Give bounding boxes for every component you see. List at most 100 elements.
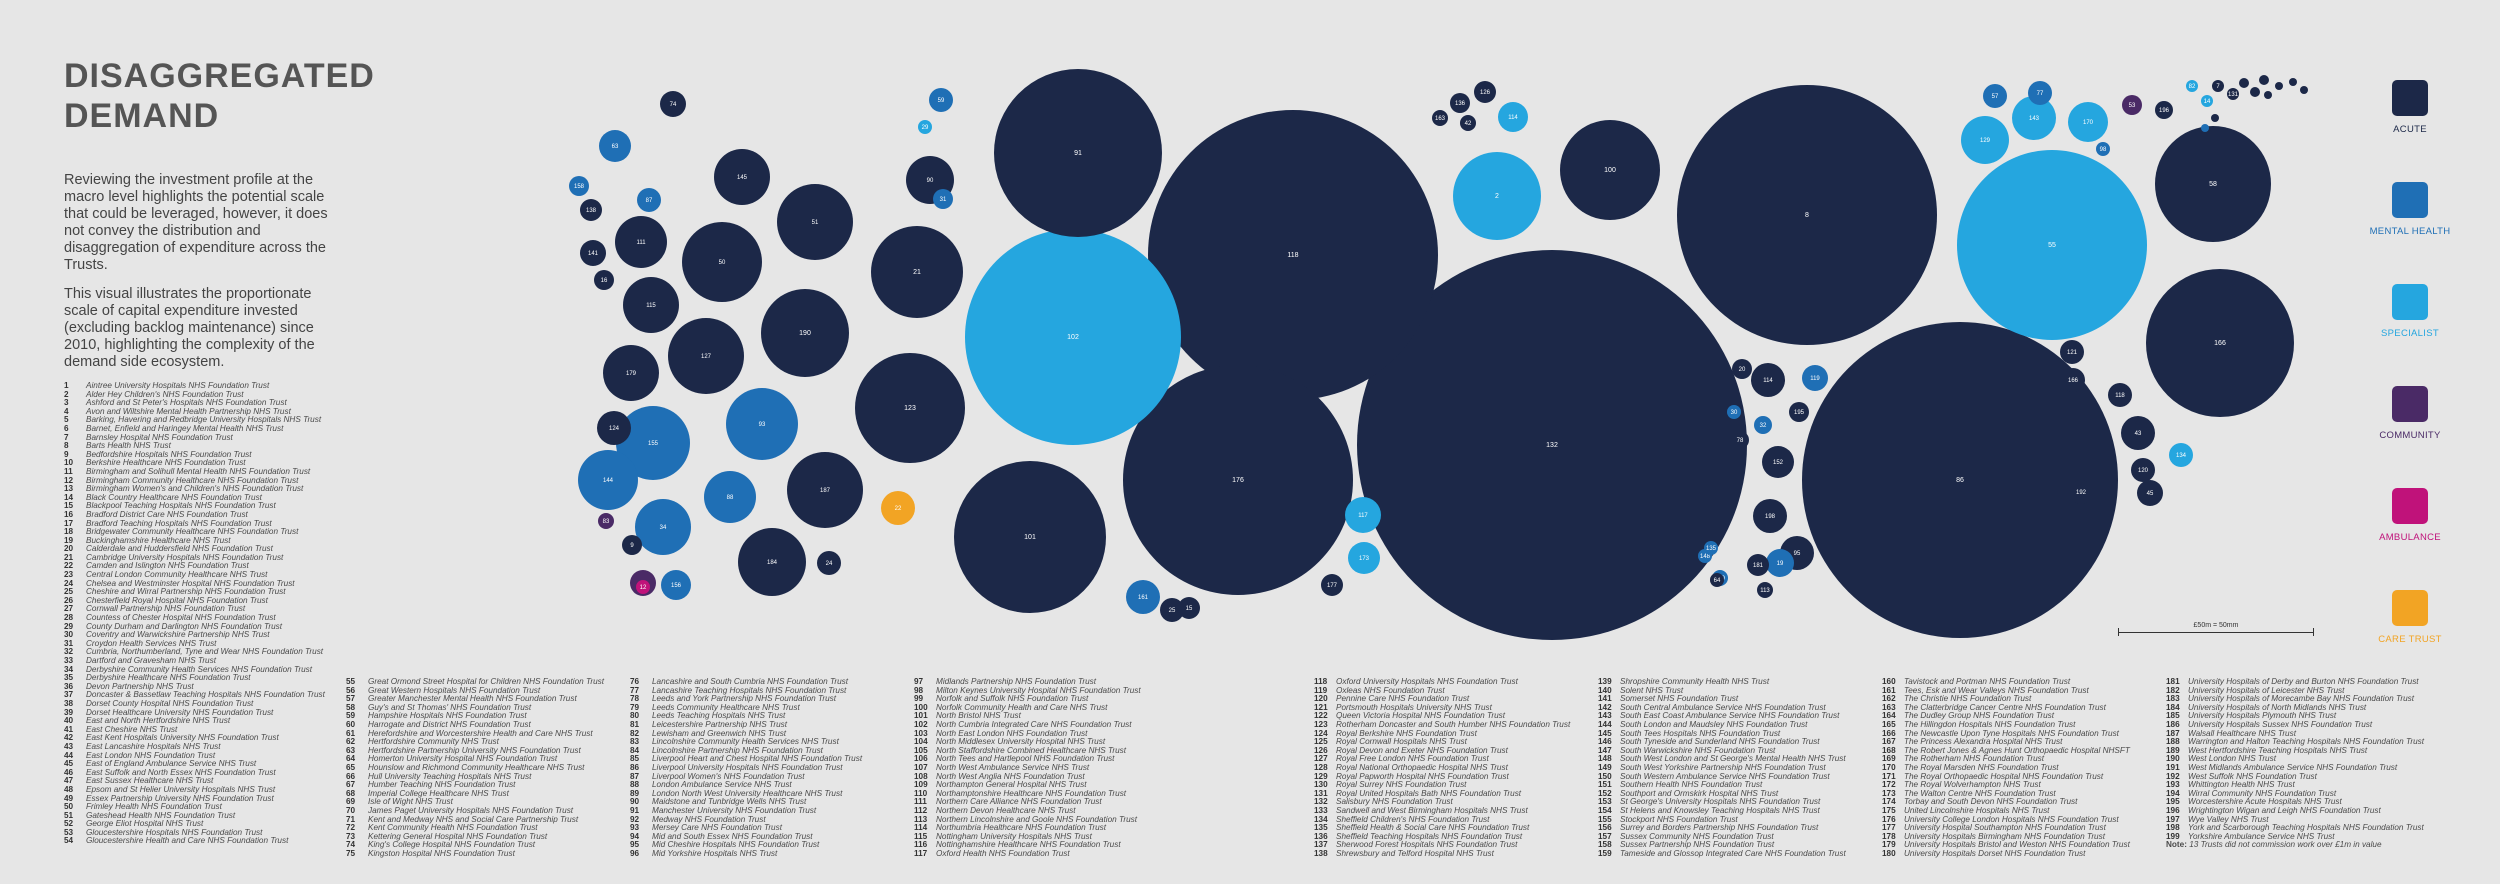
trust-number: 109 <box>914 780 928 790</box>
trust-number: 124 <box>1314 728 1328 738</box>
trust-list-item: 199 Yorkshire Ambulance Service NHS Trust <box>2166 831 2424 842</box>
trust-number: 1 <box>64 381 69 390</box>
trust-name: Shrewsbury and Telford Hospital NHS Trus… <box>1336 848 1494 858</box>
trust-list-item: 175 United Lincolnshire Hospitals NHS Tru… <box>1882 806 2130 816</box>
bubble-label: 127 <box>701 354 712 360</box>
trust-number: 191 <box>2166 762 2180 772</box>
intro-text: Reviewing the investment profile at the … <box>64 172 344 383</box>
trust-number: 71 <box>346 814 356 824</box>
trust-name: Queen Victoria Hospital NHS Foundation T… <box>1336 711 1505 721</box>
trust-name: The Clatterbridge Cancer Centre NHS Foun… <box>1904 702 2106 712</box>
bubble-195 <box>1789 402 1809 422</box>
trust-list-item: 25 Cheshire and Wirral Partnership NHS Fo… <box>64 587 325 597</box>
bubble-87 <box>637 188 661 212</box>
trust-list-item: 68 Imperial College Healthcare NHS Trust <box>346 789 604 799</box>
trust-list-item: 151 Southern Health NHS Foundation Trust <box>1598 780 1846 790</box>
trust-number: 122 <box>1314 711 1328 721</box>
trust-name: Dorset Healthcare University NHS Foundat… <box>86 707 274 717</box>
trust-name: Northern Care Alliance NHS Foundation Tr… <box>936 797 1102 807</box>
trust-list-item: 191 West Midlands Ambulance Service NHS F… <box>2166 762 2424 773</box>
trust-name: South Western Ambulance Service NHS Foun… <box>1620 771 1830 781</box>
bubble-label: 177 <box>1327 583 1338 589</box>
trust-list-item: 119 Oxleas NHS Foundation Trust <box>1314 686 1570 696</box>
trust-number: 107 <box>914 762 928 772</box>
trust-list-item: 23 Central London Community Healthcare NH… <box>64 570 325 580</box>
bubble-label: 121 <box>2067 350 2078 356</box>
trust-list-item: 132 Salisbury NHS Foundation Trust <box>1314 798 1570 807</box>
trust-number: 185 <box>2166 711 2180 721</box>
trust-list-item: 26 Chesterfield Royal Hospital NHS Founda… <box>64 596 325 606</box>
trust-name: University Hospitals Bristol and Weston … <box>1904 840 2130 850</box>
trust-number: 51 <box>64 810 74 820</box>
trust-list-item: 109 Northampton General Hospital NHS Trus… <box>914 780 1141 790</box>
trust-number: 193 <box>2166 780 2180 790</box>
bubble-192 <box>2069 480 2093 504</box>
bubble-58 <box>2155 126 2271 242</box>
trust-name: Gloucestershire Hospitals NHS Foundation… <box>86 827 263 837</box>
footnote-text: 13 Trusts did not commission work over £… <box>2189 840 2382 850</box>
bubble-196 <box>2155 101 2173 119</box>
legend-community-swatch <box>2392 386 2428 422</box>
trust-list-item: 77 Lancashire Teaching Hospitals NHS Foun… <box>630 686 862 696</box>
trust-number: 100 <box>914 702 928 712</box>
trust-number: 199 <box>2166 831 2180 841</box>
trust-list-item: 115 Nottingham University Hospitals NHS T… <box>914 832 1141 842</box>
trust-list-item: 136 Sheffield Teaching Hospitals NHS Foun… <box>1314 832 1570 842</box>
trust-list-item: 173 The Walton Centre NHS Foundation Trus… <box>1882 789 2130 799</box>
bubble-134 <box>2169 443 2193 467</box>
bubble-161 <box>1126 580 1160 614</box>
trust-list-item: 65 Hounslow and Richmond Community Health… <box>346 763 604 773</box>
trust-name: Barking, Havering and Redbridge Universi… <box>86 415 322 425</box>
trust-list-item: 9 Bedfordshire Hospitals NHS Foundation T… <box>64 450 325 460</box>
trust-name: Torbay and South Devon NHS Foundation Tr… <box>1904 797 2078 807</box>
trust-list-item: 168 The Robert Jones & Agnes Hunt Orthopa… <box>1882 746 2130 756</box>
trust-name: The Princess Alexandra Hospital NHS Trus… <box>1904 737 2063 747</box>
trust-list-item: 127 Royal Free London NHS Foundation Trus… <box>1314 755 1570 764</box>
bubble-141 <box>580 240 606 266</box>
trust-number: 30 <box>64 630 74 640</box>
bubble-118 <box>1148 110 1438 400</box>
bubble-label: 170 <box>2083 120 2094 126</box>
trust-name: West Suffolk NHS Foundation Trust <box>2188 771 2317 781</box>
trust-name: London Ambulance Service NHS Trust <box>652 780 792 790</box>
bubble-label: 155 <box>648 441 659 447</box>
trust-number: 33 <box>64 656 74 665</box>
trust-name: Mid Cheshire Hospitals NHS Foundation Tr… <box>652 840 820 850</box>
trust-number: 72 <box>346 823 356 833</box>
trust-number: 114 <box>914 823 928 833</box>
trust-number: 34 <box>64 664 74 674</box>
bubble-label: 124 <box>609 426 620 432</box>
trust-list-item: 98 Milton Keynes University Hospital NHS … <box>914 686 1141 696</box>
trust-number: 123 <box>1314 719 1328 729</box>
trust-number: 166 <box>1882 728 1896 738</box>
bubble-label: 77 <box>2037 91 2044 97</box>
trust-number: 186 <box>2166 719 2180 729</box>
trust-list-item: 30 Coventry and Warwickshire Partnership … <box>64 630 325 640</box>
trust-number: 111 <box>914 797 927 807</box>
bubble-101 <box>954 461 1106 613</box>
bubble-136 <box>1450 93 1470 113</box>
trust-number: 91 <box>630 805 640 815</box>
trust-number: 155 <box>1598 814 1612 824</box>
trust-number: 97 <box>914 677 924 686</box>
trust-number: 49 <box>64 793 74 803</box>
trust-name: Black Country Healthcare NHS Foundation … <box>86 492 262 502</box>
trust-name: North Middlesex University Hospital NHS … <box>936 737 1106 747</box>
trust-number: 138 <box>1314 848 1328 858</box>
bubble-48 <box>2275 82 2283 90</box>
bubble-label: 21 <box>913 269 921 276</box>
trust-number: 59 <box>346 711 356 721</box>
trust-list-item: 122 Queen Victoria Hospital NHS Foundatio… <box>1314 712 1570 721</box>
trust-list-item: 89 London North West University Healthcar… <box>630 789 862 799</box>
bubble-label: 141 <box>588 251 599 257</box>
trust-name: Frimley Health NHS Foundation Trust <box>86 802 222 812</box>
trust-number: 18 <box>64 527 74 537</box>
bubble-label: 118 <box>2115 393 2125 399</box>
bubble-187 <box>787 452 863 528</box>
bubble-114b <box>1498 102 1528 132</box>
bubble-135 <box>1704 541 1718 555</box>
bubble-184 <box>738 528 806 596</box>
trust-list-item: 34 Derbyshire Community Health Services N… <box>64 664 325 675</box>
trust-name: Birmingham Community Healthcare NHS Foun… <box>86 475 299 485</box>
bubble-label: 88 <box>727 495 734 501</box>
